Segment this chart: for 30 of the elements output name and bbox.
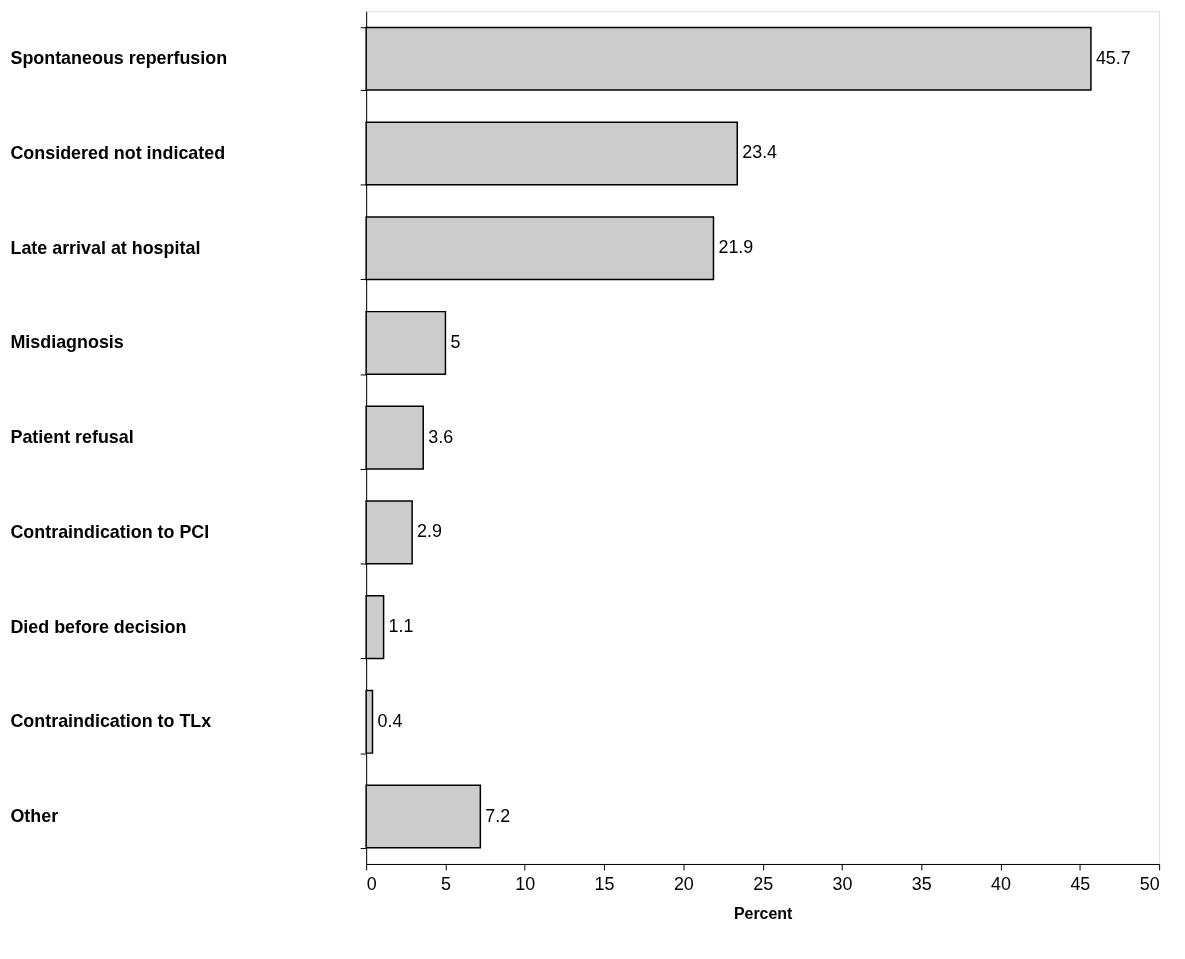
x-tick-label: 45 <box>1070 874 1091 895</box>
y-tick-label: Contraindication to TLx <box>10 711 212 732</box>
data-label: 45.7 <box>1095 47 1131 68</box>
x-tick-label: 20 <box>673 874 694 895</box>
y-tick-label: Misdiagnosis <box>10 332 124 353</box>
x-tick-label: 35 <box>911 874 932 895</box>
data-label: 0.4 <box>377 710 403 731</box>
y-tick-label: Contraindication to PCI <box>10 521 210 542</box>
y-tick-label: Other <box>10 806 59 827</box>
x-tick-label: 0 <box>366 874 377 895</box>
data-label: 23.4 <box>742 142 778 163</box>
data-label: 5 <box>450 331 461 352</box>
y-tick-label: Died before decision <box>10 616 187 637</box>
x-tick-label: 30 <box>832 874 853 895</box>
data-label: 1.1 <box>388 616 414 637</box>
x-tick-label: 15 <box>594 874 615 895</box>
x-axis-title: Percent <box>733 905 794 923</box>
y-tick-label: Spontaneous reperfusion <box>10 48 228 69</box>
x-tick-label: 40 <box>991 874 1012 895</box>
x-tick-label: 10 <box>515 874 536 895</box>
data-label: 2.9 <box>417 521 443 542</box>
x-tick-label: 50 <box>1139 874 1160 895</box>
y-tick-label: Considered not indicated <box>10 142 226 163</box>
x-tick-label: 25 <box>753 874 774 895</box>
data-label: 7.2 <box>485 805 511 826</box>
x-tick-label: 5 <box>440 874 451 895</box>
y-tick-label: Patient refusal <box>10 427 134 448</box>
data-label: 21.9 <box>718 237 754 258</box>
y-tick-label: Late arrival at hospital <box>10 237 201 258</box>
data-label: 3.6 <box>428 426 454 447</box>
